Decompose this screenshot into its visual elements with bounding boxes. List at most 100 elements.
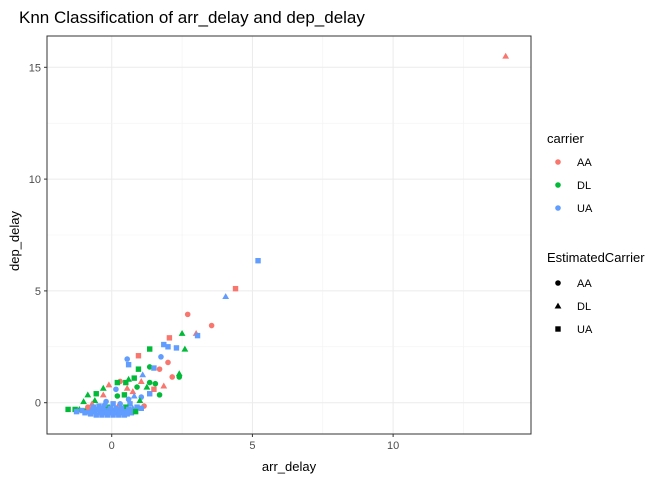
panel-border: [46, 35, 532, 435]
data-point: [94, 406, 101, 413]
legend-key-estimated-carrier: [554, 302, 562, 309]
data-point: [194, 332, 201, 339]
data-points: [65, 52, 510, 418]
data-point: [124, 356, 130, 362]
data-point: [136, 397, 144, 404]
data-point: [101, 402, 108, 408]
data-point: [121, 392, 128, 398]
data-point: [184, 311, 191, 318]
data-point: [134, 384, 140, 390]
data-point: [84, 391, 92, 398]
data-point: [502, 52, 510, 59]
legend-label-carrier: AA: [577, 157, 592, 169]
data-point: [166, 335, 173, 341]
x-tick-label: 0: [109, 440, 115, 452]
legend-label-estimated-carrier: DL: [577, 301, 591, 313]
data-point: [165, 359, 171, 366]
data-point: [134, 404, 140, 410]
data-point: [165, 344, 171, 350]
data-point: [158, 354, 164, 360]
data-point: [123, 379, 129, 386]
data-point: [90, 404, 97, 410]
data-point: [138, 405, 144, 411]
data-point: [132, 408, 139, 415]
data-point: [93, 391, 99, 397]
data-point: [110, 401, 116, 407]
data-point: [178, 329, 186, 336]
axis-ticks: 0 5 10 0 5 10 15: [29, 62, 399, 452]
data-point: [118, 405, 125, 411]
x-axis-title: arr_delay: [262, 459, 317, 474]
data-point: [152, 380, 159, 387]
data-point: [146, 364, 153, 370]
data-point: [123, 384, 131, 391]
data-point: [151, 365, 157, 371]
legend-label-estimated-carrier: AA: [577, 278, 592, 290]
data-point: [127, 401, 133, 407]
data-point: [208, 322, 215, 329]
legend-key-carrier: [555, 182, 561, 188]
legend-key-carrier: [555, 159, 561, 165]
data-point: [110, 412, 116, 418]
y-tick-label: 5: [35, 286, 41, 298]
data-point: [99, 405, 105, 411]
data-point: [130, 392, 138, 399]
data-point: [73, 408, 80, 415]
data-point: [65, 406, 71, 413]
data-point: [222, 293, 230, 300]
data-point: [156, 366, 163, 372]
data-point: [175, 370, 183, 377]
y-tick-label: 10: [29, 174, 41, 186]
data-point: [147, 346, 153, 352]
data-point: [232, 285, 239, 292]
data-point: [147, 391, 153, 397]
data-point: [131, 375, 137, 381]
data-point: [114, 379, 121, 386]
legend-label-carrier: UA: [577, 203, 593, 215]
data-point: [137, 378, 145, 385]
data-point: [125, 406, 132, 413]
data-point: [99, 384, 107, 391]
legend-title-carrier: carrier: [547, 131, 585, 146]
data-point: [125, 396, 132, 403]
data-point: [80, 398, 87, 405]
data-point: [176, 374, 183, 380]
data-point: [104, 404, 111, 410]
legend-label-carrier: DL: [577, 180, 591, 192]
y-tick-label: 0: [35, 398, 41, 410]
data-point: [82, 410, 88, 416]
data-point: [79, 407, 85, 414]
data-point: [181, 345, 189, 352]
x-tick-label: 5: [249, 440, 255, 452]
data-point: [169, 374, 176, 380]
y-axis-title: dep_delay: [7, 211, 22, 271]
data-point: [128, 410, 135, 416]
data-point: [156, 392, 163, 398]
data-point: [173, 345, 180, 351]
data-point: [135, 366, 142, 372]
legend-title-estimated-carrier: EstimatedCarrier: [547, 250, 645, 265]
data-point: [96, 403, 102, 409]
data-point: [117, 401, 123, 407]
data-point: [125, 361, 132, 368]
data-point: [107, 405, 114, 411]
legend-key-estimated-carrier: [555, 280, 561, 286]
legend-label-estimated-carrier: UA: [577, 324, 593, 336]
legend-key-estimated-carrier: [555, 326, 561, 332]
data-point: [87, 411, 94, 417]
data-point: [114, 393, 121, 399]
data-point: [91, 397, 99, 404]
data-point: [135, 353, 142, 359]
grid: [47, 36, 531, 434]
data-point: [160, 382, 168, 389]
chart-title: Knn Classification of arr_delay and dep_…: [19, 8, 365, 27]
data-point: [161, 341, 167, 348]
data-point: [146, 379, 153, 386]
data-point: [123, 404, 129, 410]
data-point: [116, 412, 122, 418]
data-point: [129, 388, 137, 395]
data-point: [85, 404, 91, 410]
data-point: [105, 381, 113, 388]
data-point: [99, 412, 105, 418]
